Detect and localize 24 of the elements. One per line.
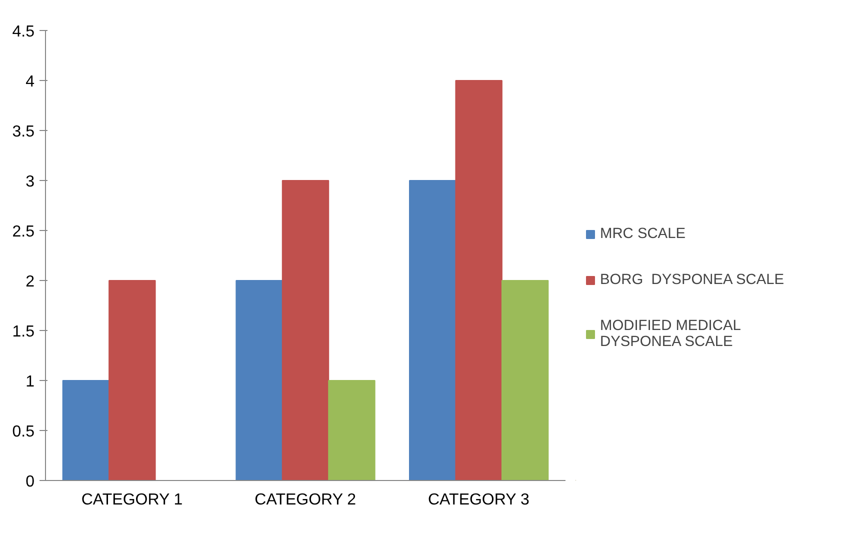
x-tick-label: CATEGORY 2 [254, 492, 356, 508]
bar [501, 280, 549, 480]
bar [108, 280, 156, 480]
legend-label: MODIFIED MEDICAL DYSPONEA SCALE [600, 318, 741, 350]
y-tick-label: 2.5 [12, 224, 35, 240]
x-tick-label: CATEGORY 1 [81, 492, 183, 508]
y-tick-label: 3.5 [12, 124, 35, 140]
y-tick-label: 1 [26, 374, 35, 390]
y-tick-label: 0 [26, 474, 35, 490]
y-tick-label: 1.5 [12, 324, 35, 340]
bar [409, 180, 456, 480]
bar [282, 180, 330, 480]
bar [455, 80, 502, 480]
bar [62, 380, 110, 480]
y-tick-label: 2 [26, 274, 35, 290]
legend-label: MRC SCALE [600, 226, 686, 242]
y-tick-label: 0.5 [12, 424, 35, 440]
y-tick-label: 4 [26, 74, 35, 90]
y-tick-label: 4.5 [12, 24, 35, 40]
bar [328, 380, 376, 480]
bar [236, 280, 283, 480]
legend-label: BORG DYSPONEA SCALE [600, 272, 784, 288]
x-tick-label: CATEGORY 3 [428, 492, 530, 508]
y-tick-label: 3 [26, 174, 35, 190]
